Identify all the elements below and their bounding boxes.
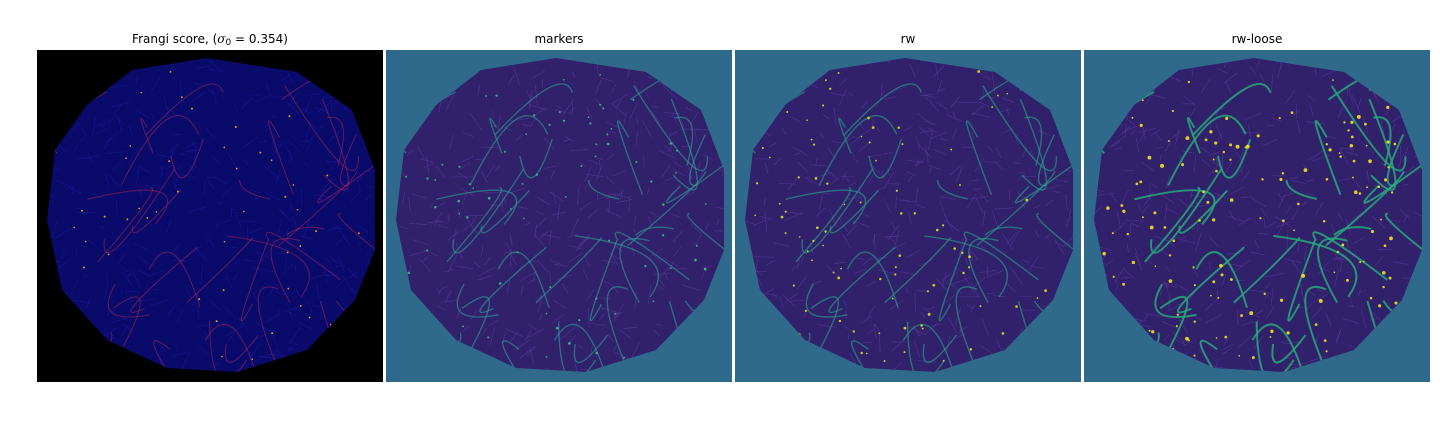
title-prefix: Frangi score, (: [132, 32, 218, 46]
sigma-subscript: 0: [225, 38, 232, 48]
panel-title-rw: rw: [900, 32, 916, 46]
panel-markers: [386, 50, 732, 382]
markers-image: [386, 50, 732, 382]
tissue-region: [396, 58, 724, 372]
frangi-score-image: [37, 50, 383, 382]
tissue-region: [1094, 58, 1422, 372]
panel-title-markers: markers: [534, 32, 584, 46]
rw-loose-image: [1084, 50, 1430, 382]
panel-frangi: [37, 50, 383, 382]
panel-rw-loose: [1084, 50, 1430, 382]
panel-title-frangi: Frangi score, (σ0 = 0.354): [37, 32, 383, 48]
vessel-texture: [47, 58, 375, 372]
panel-title-rw-loose: rw-loose: [1231, 32, 1283, 46]
tissue-region: [47, 58, 375, 372]
panel-rw: [735, 50, 1081, 382]
title-suffix: = 0.354): [231, 32, 288, 46]
sigma-symbol: σ: [217, 32, 226, 46]
rw-image: [735, 50, 1081, 382]
